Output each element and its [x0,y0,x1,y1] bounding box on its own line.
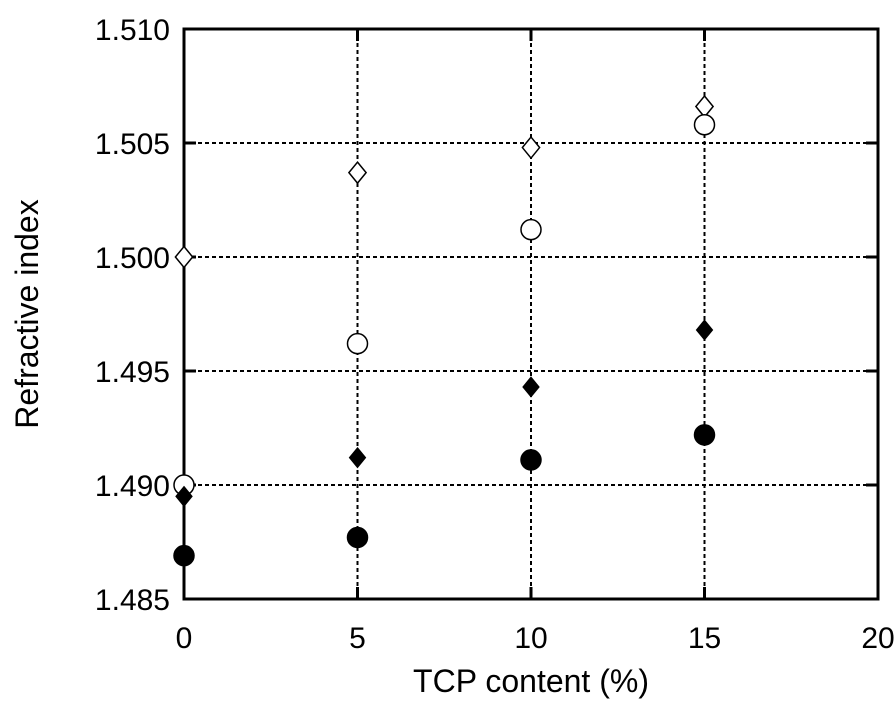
data-point-open-circle [693,114,716,136]
data-point-open-diamond [347,160,368,185]
y-axis-title: Refractive index [9,199,45,428]
y-tick-label: 1.485 [95,584,170,617]
data-points [173,94,716,567]
data-point-open-circle [520,218,542,241]
grid-lines [184,29,878,599]
x-tick-label: 5 [349,622,366,655]
data-point-open-circle [346,332,369,355]
y-tick-label: 1.510 [95,14,170,47]
data-point-filled-circle [693,424,716,446]
data-point-filled-circle [520,449,542,471]
axis-ticks: 0 5 10 15 20 1.485 1.490 1.495 1.500 1.505 1.510 [95,14,895,655]
data-point-filled-circle [173,544,195,567]
series-open-diamond [174,94,715,269]
y-tick-label: 1.490 [95,470,170,503]
data-point-filled-diamond [175,485,193,508]
data-point-filled-diamond [348,446,367,469]
data-point-open-diamond [174,245,194,269]
y-tick-label: 1.500 [95,242,170,275]
series-open-circle [173,114,716,496]
series-filled-diamond [175,319,714,508]
data-point-open-diamond [521,135,541,160]
y-tick-label: 1.495 [95,356,170,389]
data-point-filled-circle [346,526,369,549]
x-axis-title: TCP content (%) [413,663,649,699]
y-tick-label: 1.505 [95,128,170,161]
data-point-filled-diamond [522,376,540,398]
x-tick-label: 15 [688,622,721,655]
series-filled-circle [173,424,716,567]
data-point-open-diamond [694,94,715,119]
data-point-filled-diamond [695,319,714,341]
x-tick-label: 10 [514,622,547,655]
x-tick-label: 0 [176,622,193,655]
x-tick-label: 20 [861,622,894,655]
